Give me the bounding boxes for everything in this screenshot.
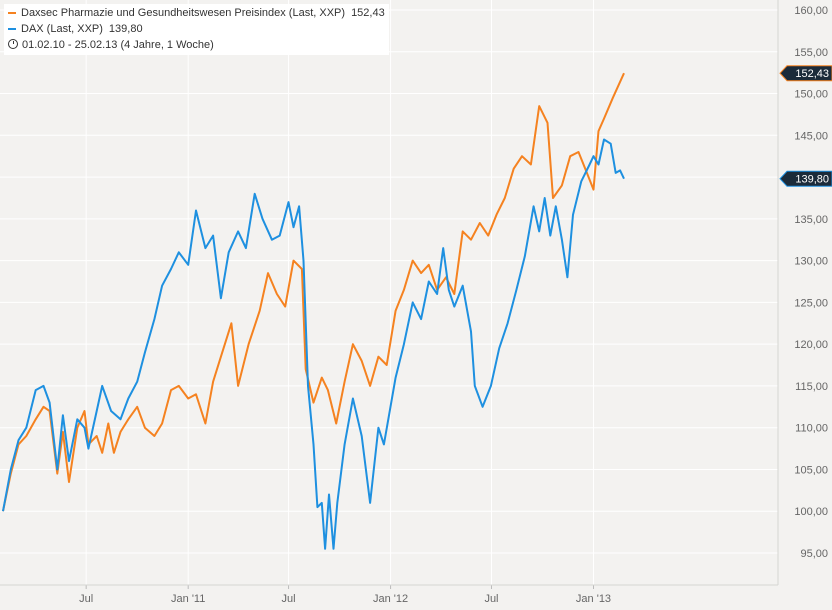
- pharma-swatch-icon: [8, 12, 16, 15]
- clock-icon: [8, 39, 18, 49]
- pharma-last-value-badge: [779, 65, 832, 82]
- dax-series-line: [2, 138, 625, 550]
- legend-item-dax[interactable]: DAX (Last, XXP) 139,80: [8, 21, 385, 37]
- pharma-series-line: [2, 72, 625, 512]
- pharma-last-value-label: 152,43: [795, 68, 829, 80]
- x-tick-label: Jul: [484, 593, 498, 605]
- legend-label-pharma: Daxsec Pharmazie und Gesundheitswesen Pr…: [21, 7, 346, 19]
- x-tick-label: Jan '13: [576, 593, 611, 605]
- y-tick-label: 115,00: [795, 381, 828, 393]
- y-tick-label: 155,00: [794, 47, 828, 59]
- y-tick-label: 150,00: [794, 89, 828, 101]
- y-tick-label: 120,00: [794, 339, 828, 351]
- y-tick-label: 100,00: [794, 506, 828, 518]
- x-tick-label: Jan '12: [373, 593, 408, 605]
- y-tick-label: 130,00: [794, 256, 828, 268]
- y-tick-label: 110,00: [795, 423, 828, 435]
- dax-last-value-badge: [779, 170, 832, 187]
- x-tick-label: Jul: [79, 593, 93, 605]
- legend-period: 01.02.10 - 25.02.13 (4 Jahre, 1 Woche): [8, 37, 385, 53]
- dax-last-value-label: 139,80: [795, 174, 829, 186]
- y-tick-label: 125,00: [794, 297, 828, 309]
- y-tick-label: 105,00: [794, 464, 828, 476]
- legend-label-dax: DAX (Last, XXP): [21, 23, 103, 35]
- y-tick-label: 160,00: [794, 5, 828, 17]
- chart-legend: Daxsec Pharmazie und Gesundheitswesen Pr…: [4, 4, 389, 55]
- y-tick-label: 145,00: [794, 130, 828, 142]
- dax-swatch-icon: [8, 28, 16, 31]
- x-tick-label: Jan '11: [171, 593, 205, 605]
- legend-item-pharma[interactable]: Daxsec Pharmazie und Gesundheitswesen Pr…: [8, 5, 385, 21]
- legend-value-pharma: 152,43: [351, 7, 385, 19]
- y-tick-label: 135,00: [794, 214, 828, 226]
- period-text: 01.02.10 - 25.02.13 (4 Jahre, 1 Woche): [22, 39, 214, 51]
- y-tick-label: 95,00: [800, 548, 828, 560]
- x-tick-label: Jul: [282, 593, 296, 605]
- legend-value-dax: 139,80: [108, 23, 143, 35]
